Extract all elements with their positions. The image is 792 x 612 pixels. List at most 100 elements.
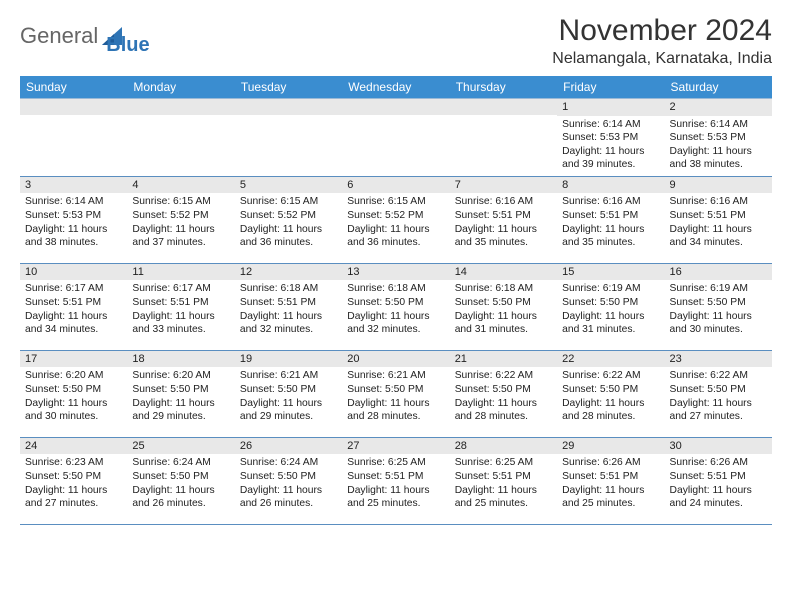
day-number: 6 [342, 177, 449, 194]
sunset-line: Sunset: 5:52 PM [347, 209, 444, 223]
calendar-day: 7Sunrise: 6:16 AMSunset: 5:51 PMDaylight… [450, 177, 557, 263]
calendar-day: 16Sunrise: 6:19 AMSunset: 5:50 PMDayligh… [665, 264, 772, 350]
day-number: 7 [450, 177, 557, 194]
sunset-line: Sunset: 5:50 PM [562, 383, 659, 397]
daylight-line: Daylight: 11 hours and 32 minutes. [240, 310, 337, 337]
calendar-day: 5Sunrise: 6:15 AMSunset: 5:52 PMDaylight… [235, 177, 342, 263]
sunset-line: Sunset: 5:51 PM [670, 470, 767, 484]
calendar-day: 28Sunrise: 6:25 AMSunset: 5:51 PMDayligh… [450, 438, 557, 524]
daylight-line: Daylight: 11 hours and 26 minutes. [240, 484, 337, 511]
day-number: 5 [235, 177, 342, 194]
day-number: 13 [342, 264, 449, 281]
calendar-day: 8Sunrise: 6:16 AMSunset: 5:51 PMDaylight… [557, 177, 664, 263]
calendar-day [342, 99, 449, 176]
calendar-day: 10Sunrise: 6:17 AMSunset: 5:51 PMDayligh… [20, 264, 127, 350]
sunrise-line: Sunrise: 6:22 AM [455, 369, 552, 383]
calendar-day: 13Sunrise: 6:18 AMSunset: 5:50 PMDayligh… [342, 264, 449, 350]
sunset-line: Sunset: 5:50 PM [670, 383, 767, 397]
daylight-line: Daylight: 11 hours and 32 minutes. [347, 310, 444, 337]
sunrise-line: Sunrise: 6:23 AM [25, 456, 122, 470]
daylight-line: Daylight: 11 hours and 28 minutes. [455, 397, 552, 424]
weekday-thursday: Thursday [450, 76, 557, 98]
sunrise-line: Sunrise: 6:19 AM [670, 282, 767, 296]
day-number [127, 99, 234, 115]
calendar-week: 1 Sunrise: 6:14 AM Sunset: 5:53 PM Daylight… [20, 99, 772, 177]
day-number: 19 [235, 351, 342, 368]
sunset-line: Sunset: 5:52 PM [240, 209, 337, 223]
sunset-line: Sunset: 5:50 PM [455, 383, 552, 397]
daylight-line: Daylight: 11 hours and 29 minutes. [132, 397, 229, 424]
sunset-line: Sunset: 5:51 PM [455, 209, 552, 223]
day-number: 1 [557, 99, 664, 116]
daylight-line: Daylight: 11 hours and 30 minutes. [25, 397, 122, 424]
sunset-line: Sunset: 5:50 PM [347, 296, 444, 310]
calendar-day [127, 99, 234, 176]
sunset-line: Sunset: 5:50 PM [25, 383, 122, 397]
sunrise-line: Sunrise: 6:14 AM [25, 195, 122, 209]
day-number: 15 [557, 264, 664, 281]
calendar-day [20, 99, 127, 176]
day-number: 24 [20, 438, 127, 455]
calendar-day: 26Sunrise: 6:24 AMSunset: 5:50 PMDayligh… [235, 438, 342, 524]
daylight-line: Daylight: 11 hours and 25 minutes. [562, 484, 659, 511]
sunrise-line: Sunrise: 6:26 AM [562, 456, 659, 470]
sunrise-line: Sunrise: 6:18 AM [455, 282, 552, 296]
calendar-day: 17Sunrise: 6:20 AMSunset: 5:50 PMDayligh… [20, 351, 127, 437]
calendar-day: 15Sunrise: 6:19 AMSunset: 5:50 PMDayligh… [557, 264, 664, 350]
sunset-line: Sunset: 5:50 PM [132, 383, 229, 397]
day-number: 27 [342, 438, 449, 455]
sunrise-line: Sunrise: 6:24 AM [132, 456, 229, 470]
calendar-week: 10Sunrise: 6:17 AMSunset: 5:51 PMDayligh… [20, 264, 772, 351]
daylight-line: Daylight: 11 hours and 34 minutes. [25, 310, 122, 337]
daylight-line: Daylight: 11 hours and 31 minutes. [455, 310, 552, 337]
sunset-line: Sunset: 5:51 PM [670, 209, 767, 223]
day-number: 18 [127, 351, 234, 368]
header: General Blue November 2024 Nelamangala, … [20, 14, 772, 68]
calendar-day: 4Sunrise: 6:15 AMSunset: 5:52 PMDaylight… [127, 177, 234, 263]
sunset-line: Sunset: 5:51 PM [347, 470, 444, 484]
weekday-tuesday: Tuesday [235, 76, 342, 98]
day-number: 28 [450, 438, 557, 455]
daylight-line: Daylight: 11 hours and 25 minutes. [347, 484, 444, 511]
calendar-day [450, 99, 557, 176]
weekday-sunday: Sunday [20, 76, 127, 98]
calendar-day: 27Sunrise: 6:25 AMSunset: 5:51 PMDayligh… [342, 438, 449, 524]
brand-logo: General Blue [20, 14, 150, 57]
sunset-line: Sunset: 5:53 PM [25, 209, 122, 223]
calendar-day: 20Sunrise: 6:21 AMSunset: 5:50 PMDayligh… [342, 351, 449, 437]
calendar-week: 17Sunrise: 6:20 AMSunset: 5:50 PMDayligh… [20, 351, 772, 438]
day-number: 17 [20, 351, 127, 368]
sunrise-line: Sunrise: 6:14 AM [562, 118, 659, 132]
daylight-line: Daylight: 11 hours and 39 minutes. [562, 145, 659, 172]
sunset-line: Sunset: 5:53 PM [670, 131, 767, 145]
day-number: 11 [127, 264, 234, 281]
sunset-line: Sunset: 5:50 PM [240, 383, 337, 397]
day-number: 25 [127, 438, 234, 455]
sunrise-line: Sunrise: 6:17 AM [25, 282, 122, 296]
sunrise-line: Sunrise: 6:17 AM [132, 282, 229, 296]
day-number: 12 [235, 264, 342, 281]
sunset-line: Sunset: 5:50 PM [455, 296, 552, 310]
sunset-line: Sunset: 5:51 PM [240, 296, 337, 310]
daylight-line: Daylight: 11 hours and 27 minutes. [670, 397, 767, 424]
calendar-day: 25Sunrise: 6:24 AMSunset: 5:50 PMDayligh… [127, 438, 234, 524]
sunrise-line: Sunrise: 6:22 AM [670, 369, 767, 383]
daylight-line: Daylight: 11 hours and 35 minutes. [455, 223, 552, 250]
calendar-day [235, 99, 342, 176]
daylight-line: Daylight: 11 hours and 33 minutes. [132, 310, 229, 337]
calendar-day: 24Sunrise: 6:23 AMSunset: 5:50 PMDayligh… [20, 438, 127, 524]
calendar-day: 22Sunrise: 6:22 AMSunset: 5:50 PMDayligh… [557, 351, 664, 437]
sunrise-line: Sunrise: 6:20 AM [132, 369, 229, 383]
page-title: November 2024 [552, 14, 772, 48]
sunset-line: Sunset: 5:50 PM [132, 470, 229, 484]
weekday-monday: Monday [127, 76, 234, 98]
day-number [235, 99, 342, 115]
daylight-line: Daylight: 11 hours and 36 minutes. [240, 223, 337, 250]
sunrise-line: Sunrise: 6:21 AM [240, 369, 337, 383]
sunrise-line: Sunrise: 6:16 AM [455, 195, 552, 209]
daylight-line: Daylight: 11 hours and 35 minutes. [562, 223, 659, 250]
brand-part1: General [20, 23, 98, 49]
day-number: 4 [127, 177, 234, 194]
calendar-week: 3Sunrise: 6:14 AMSunset: 5:53 PMDaylight… [20, 177, 772, 264]
sunrise-line: Sunrise: 6:25 AM [455, 456, 552, 470]
